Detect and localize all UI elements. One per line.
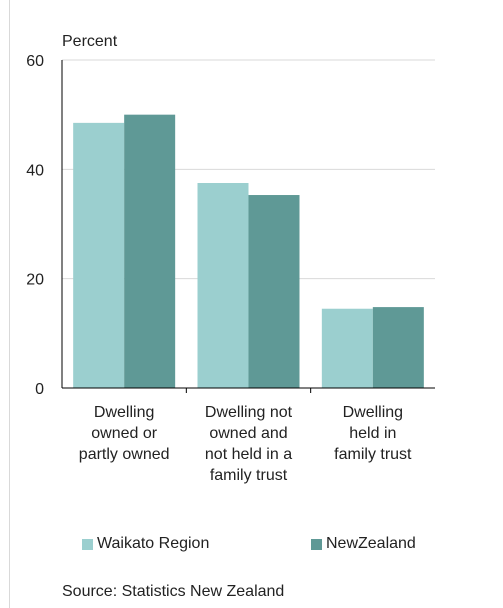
bar	[321, 308, 373, 388]
y-tick-label: 60	[26, 53, 44, 70]
y-tick-label: 40	[26, 162, 44, 179]
legend-swatch-waikato	[82, 538, 93, 550]
legend-item-new-zealand: NewZealand	[311, 535, 416, 553]
y-tick-label: 0	[35, 381, 44, 398]
bar	[197, 183, 249, 388]
legend-label-new-zealand: NewZealand	[326, 535, 416, 552]
tick-labels: 0 20 40 60 Dwelling owned or partly owned Dwell…	[26, 53, 412, 484]
x-category-label: Dwelling not owned and not held in a family…	[205, 404, 293, 484]
bars	[73, 114, 424, 389]
bar	[124, 114, 176, 389]
left-border-rule	[9, 0, 10, 608]
y-axis-label: Percent	[62, 33, 118, 50]
legend-label-waikato: Waikato Region	[97, 535, 210, 552]
bar-chart: Percent 0 20 40 60 Dwelling owned or partly ow…	[26, 33, 435, 484]
source-note: Source: Statistics New Zealand	[62, 583, 285, 600]
legend: Waikato Region NewZealand	[0, 535, 503, 559]
bar	[372, 307, 424, 388]
bar	[248, 195, 300, 388]
legend-swatch-new-zealand	[311, 538, 322, 550]
y-tick-label: 20	[26, 272, 44, 289]
bar	[73, 122, 125, 388]
axes	[61, 60, 435, 393]
x-category-label: Dwelling held in family trust	[334, 404, 412, 463]
legend-item-waikato: Waikato Region	[82, 535, 209, 553]
x-category-label: Dwelling owned or partly owned	[79, 404, 170, 463]
